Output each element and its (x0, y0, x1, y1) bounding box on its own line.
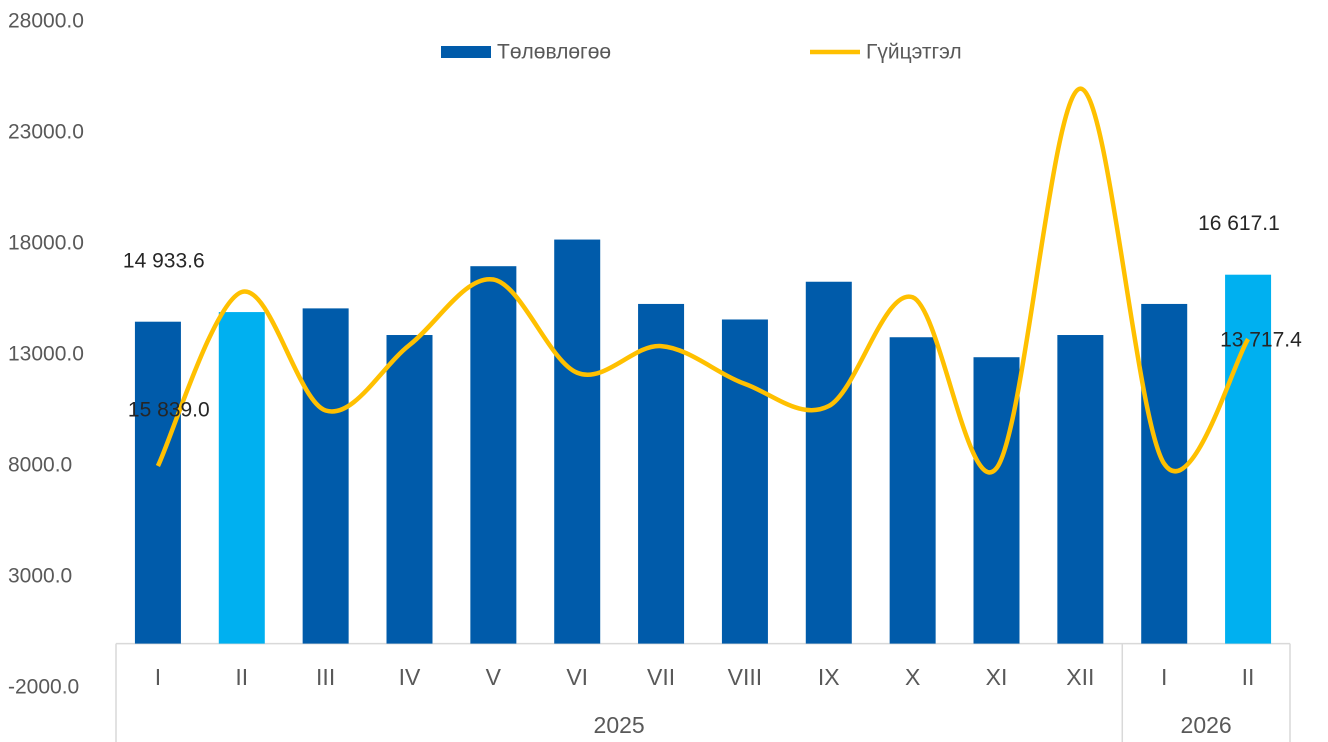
bar (218, 312, 265, 644)
line (155, 86, 1250, 475)
y-tick-label: 13000.0 (8, 343, 84, 366)
bar (889, 337, 936, 644)
x-tick-label: VII (647, 664, 675, 690)
bar (302, 308, 349, 644)
bar (134, 321, 181, 644)
bar (1141, 303, 1188, 644)
bar (386, 335, 433, 644)
data-label: 14 933.6 (123, 250, 205, 273)
x-tick-label: VIII (728, 664, 763, 690)
x-tick-label: XI (986, 664, 1008, 690)
x-tick-label: IX (818, 664, 840, 690)
data-label: 15 839.0 (128, 399, 210, 422)
x-tick-label: XII (1066, 664, 1094, 690)
y-tick-label: 23000.0 (8, 121, 84, 144)
x-tick-label: II (235, 664, 248, 690)
x-tick-label: V (486, 664, 502, 690)
bar (805, 281, 852, 644)
x-tick-label: X (905, 664, 920, 690)
data-label: 16 617.1 (1198, 212, 1280, 235)
y-tick-label: 3000.0 (8, 565, 72, 588)
x-tick-label: IV (399, 664, 421, 690)
legend-label: Төлөвлөгөө (497, 41, 611, 64)
y-tick-label: -2000.0 (8, 676, 79, 699)
x-tick-label: VI (566, 664, 588, 690)
bar (1225, 274, 1272, 644)
legend-label: Гүйцэтгэл (866, 41, 962, 64)
group-label: 2026 (1181, 712, 1232, 738)
y-tick-label: 18000.0 (8, 232, 84, 255)
bar (554, 239, 601, 644)
bar (973, 357, 1020, 644)
x-tick-label: I (155, 664, 161, 690)
bar (721, 319, 768, 644)
bar (470, 266, 517, 644)
data-label: 13 717.4 (1220, 329, 1302, 352)
group-label: 2025 (594, 712, 645, 738)
y-tick-label: 28000.0 (8, 10, 84, 33)
bar (638, 303, 685, 644)
x-tick-label: III (316, 664, 335, 690)
legend-swatch (441, 46, 491, 58)
x-tick-label: II (1242, 664, 1255, 690)
y-tick-label: 8000.0 (8, 454, 72, 477)
bar (1057, 335, 1104, 644)
x-tick-label: I (1161, 664, 1167, 690)
